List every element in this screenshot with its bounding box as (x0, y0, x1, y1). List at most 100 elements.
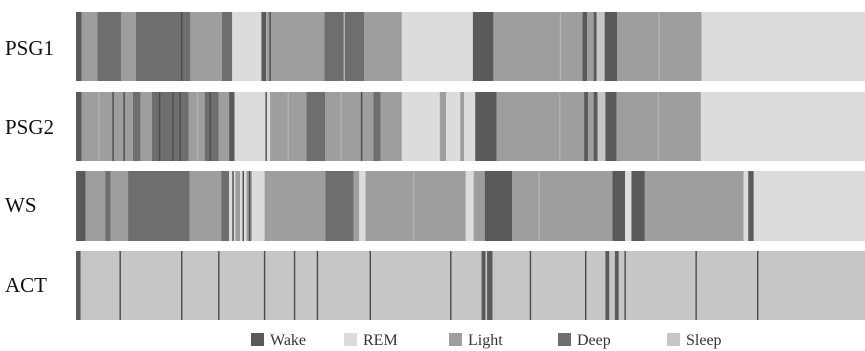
segment-psg2-deep-6 (204, 92, 219, 161)
segment-psg2-rem-9 (234, 92, 271, 161)
legend-item-light: Light (449, 332, 503, 349)
segment-psg2-light-14 (380, 92, 402, 161)
epoch-line-psg2-8 (98, 92, 100, 161)
segment-ws-wake-21 (612, 171, 626, 241)
legend-swatch-wake (251, 333, 264, 346)
segment-ws-wake-26 (748, 171, 754, 241)
epoch-line-act-10 (624, 251, 626, 320)
segment-psg1-deep-2 (97, 12, 121, 81)
segment-psg1-rem-7 (232, 12, 262, 81)
segment-ws-light-20 (512, 171, 613, 241)
segment-ws-light-14 (353, 171, 360, 241)
segment-ws-wake-19 (484, 171, 513, 241)
segment-ws-light-8 (235, 171, 241, 241)
segment-psg1-light-16 (587, 12, 594, 81)
segment-psg2-light-21 (496, 92, 585, 161)
epoch-line-psg2-2 (158, 92, 161, 161)
legend-swatch-sleep (667, 333, 680, 346)
segment-psg2-light-7 (218, 92, 230, 161)
segment-psg2-deep-4 (151, 92, 189, 161)
epoch-line-psg2-9 (196, 92, 199, 161)
segment-psg2-light-18 (460, 92, 465, 161)
legend: Wake REM Light Deep Sleep (251, 332, 722, 349)
legend-label-wake: Wake (270, 332, 306, 349)
epoch-line-psg2-11 (340, 92, 342, 161)
segment-psg2-rem-28 (700, 92, 865, 161)
segment-psg2-light-1 (81, 92, 133, 161)
rows-layer: PSG1 PSG2 WS ACT (5, 12, 865, 320)
epoch-line-ws-3 (412, 171, 415, 241)
legend-label-sleep: Sleep (686, 332, 722, 349)
segment-psg2-light-12 (325, 92, 374, 161)
epoch-line-psg2-12 (558, 92, 561, 161)
epoch-line-psg2-7 (360, 92, 363, 161)
epoch-line-act-8 (529, 251, 532, 320)
segment-act-wake-2 (481, 251, 486, 320)
row-psg2: PSG2 (5, 92, 865, 161)
segment-ws-light-3 (110, 171, 129, 241)
segment-psg1-rem-21 (701, 12, 865, 81)
epoch-line-psg2-4 (179, 92, 181, 161)
epoch-line-ws-0 (232, 171, 234, 241)
legend-swatch-light (449, 333, 462, 346)
row-label-ws: WS (5, 193, 37, 217)
segment-psg2-rem-17 (446, 92, 461, 161)
segment-ws-deep-6 (221, 171, 230, 241)
epoch-line-act-9 (584, 251, 587, 320)
row-label-psg1: PSG1 (5, 36, 54, 60)
segment-psg2-wake-0 (76, 92, 82, 161)
epoch-line-ws-2 (248, 171, 251, 241)
epoch-line-psg2-5 (209, 92, 211, 161)
segment-act-wake-6 (605, 251, 610, 320)
segment-psg1-light-14 (493, 12, 583, 81)
segment-ws-rem-22 (625, 171, 632, 241)
segment-ws-deep-4 (128, 171, 190, 241)
segment-psg2-sleep-25 (597, 92, 606, 161)
epoch-line-act-0 (119, 251, 121, 320)
segment-act-wake-4 (487, 251, 493, 320)
segment-psg1-sleep-18 (596, 12, 605, 81)
legend-label-light: Light (468, 332, 503, 349)
segment-psg2-deep-13 (373, 92, 381, 161)
legend-item-rem: REM (344, 332, 398, 349)
row-label-act: ACT (5, 273, 47, 297)
segment-psg2-light-5 (188, 92, 205, 161)
segment-ws-rem-27 (753, 171, 865, 241)
epoch-line-psg2-3 (172, 92, 174, 161)
segment-psg2-light-23 (588, 92, 594, 161)
segment-act-wake-0 (76, 251, 81, 320)
segment-ws-deep-13 (325, 171, 354, 241)
segment-psg2-wake-8 (229, 92, 235, 161)
segment-psg2-rem-15 (401, 92, 440, 161)
epoch-line-psg1-3 (559, 12, 562, 81)
epoch-line-ws-1 (242, 171, 244, 241)
epoch-line-act-5 (316, 251, 319, 320)
segment-psg2-wake-20 (475, 92, 497, 161)
epoch-line-psg1-1 (181, 12, 183, 81)
epoch-line-psg1-0 (269, 12, 271, 81)
legend-label-rem: REM (363, 332, 398, 349)
segment-psg2-rem-19 (464, 92, 476, 161)
segment-ws-wake-23 (631, 171, 645, 241)
segment-ws-light-24 (644, 171, 744, 241)
epoch-line-act-11 (695, 251, 697, 320)
segment-psg1-rem-12 (401, 12, 473, 81)
segment-psg1-wake-19 (604, 12, 618, 81)
segment-act-sleep-9 (618, 251, 865, 320)
segment-psg1-wake-13 (472, 12, 494, 81)
segment-act-sleep-5 (492, 251, 606, 320)
epoch-line-act-6 (369, 251, 371, 320)
epoch-line-psg1-4 (658, 12, 660, 81)
epoch-line-act-3 (263, 251, 266, 320)
segment-act-wake-8 (614, 251, 619, 320)
legend-item-sleep: Sleep (667, 332, 722, 349)
segment-psg2-wake-26 (605, 92, 617, 161)
segment-ws-light-16 (365, 171, 466, 241)
segment-ws-light-1 (85, 171, 106, 241)
segment-act-sleep-7 (609, 251, 615, 320)
segment-psg1-deep-6 (221, 12, 233, 81)
epoch-line-act-7 (450, 251, 452, 320)
epoch-line-act-2 (218, 251, 220, 320)
segment-ws-light-12 (264, 171, 326, 241)
